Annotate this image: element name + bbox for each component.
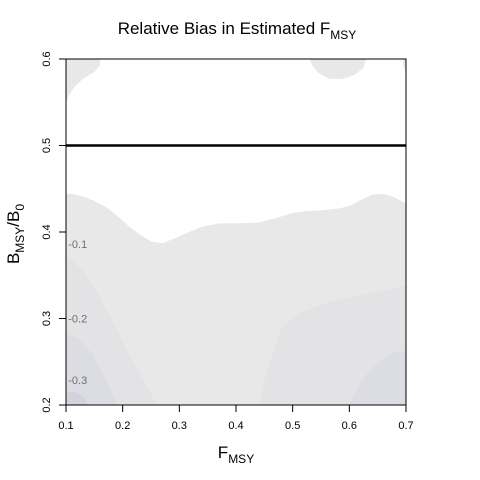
y-tick-label: 0.5 (41, 138, 53, 153)
bias-region-7 (349, 351, 406, 405)
y-axis-title: BMSY/B0 (4, 204, 27, 264)
x-tick-label: 0.5 (285, 420, 300, 432)
x-tick-label: 0.7 (398, 420, 413, 432)
chart-title-main: Relative Bias in Estimated F (118, 19, 331, 38)
y-tick-label: 0.6 (41, 51, 53, 66)
x-axis-title: FMSY (218, 443, 254, 466)
bias-region-1 (309, 59, 367, 79)
x-tick-label: 0.2 (115, 420, 130, 432)
contour-label: -0.2 (68, 314, 87, 326)
contour-label: -0.3 (68, 375, 87, 387)
contour-labels: -0.1 -0.2 -0.3 (68, 239, 87, 387)
y-axis-title-subscript-1: MSY (13, 227, 27, 253)
chart-title-subscript: MSY (330, 28, 356, 42)
y-axis-title-mid: /B (4, 211, 23, 227)
x-tick-label: 0.6 (342, 420, 357, 432)
y-axis: 0.2 0.3 0.4 0.5 0.6 (41, 51, 66, 413)
x-tick-label: 0.3 (172, 420, 187, 432)
y-axis-title-main: B (4, 253, 23, 264)
x-axis-title-main: F (218, 443, 228, 462)
y-axis-title-subscript-2: 0 (13, 204, 27, 211)
y-tick-label: 0.3 (41, 311, 53, 326)
bias-region-6 (66, 334, 117, 405)
bias-region-0 (66, 59, 100, 104)
bias-region-2 (403, 59, 406, 72)
chart-title: Relative Bias in Estimated FMSY (118, 19, 357, 42)
x-axis-title-subscript: MSY (228, 452, 254, 466)
heatmap-regions (66, 59, 406, 405)
y-tick-label: 0.2 (41, 397, 53, 412)
x-axis: 0.1 0.2 0.3 0.4 0.5 0.6 0.7 (58, 405, 414, 432)
bias-region-8 (66, 391, 89, 405)
y-tick-label: 0.4 (41, 224, 53, 239)
x-tick-label: 0.1 (58, 420, 73, 432)
x-tick-label: 0.4 (228, 420, 243, 432)
contour-label: -0.1 (68, 239, 87, 251)
